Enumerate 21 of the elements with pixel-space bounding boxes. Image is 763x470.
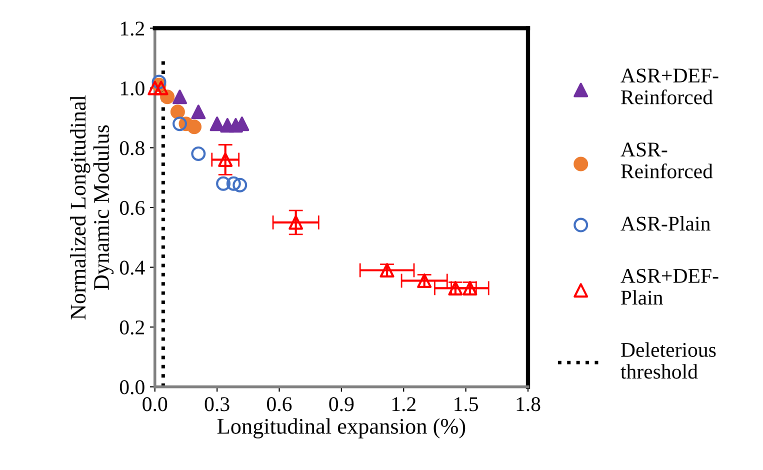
- legend-label: Deleterious threshold: [620, 342, 716, 379]
- legend-label: ASR- Reinforced: [620, 142, 713, 178]
- x-tick-label: 1.2: [392, 397, 416, 412]
- y-tick-label: 1.2: [120, 22, 144, 36]
- x-tick-label: 0.9: [329, 397, 354, 412]
- x-tick-label: 0.3: [204, 397, 230, 412]
- y-tick-label: 0.6: [120, 200, 145, 216]
- x-tick-label: 1.5: [454, 397, 478, 412]
- legend-label: ASR-Plain: [620, 216, 710, 231]
- x-tick-label: 0.6: [267, 397, 292, 412]
- x-tick-label: 0.0: [142, 397, 168, 412]
- y-tick-label: 0.4: [120, 260, 145, 275]
- x-tick-label: 1.8: [516, 397, 540, 412]
- y-tick-label: 1.0: [120, 81, 144, 96]
- legend-label: ASR+DEF- Reinforced: [620, 68, 718, 104]
- legend-label: ASR+DEF- Plain: [620, 268, 718, 305]
- x-axis-title: Longitudinal expansion (%): [217, 418, 466, 438]
- y-tick-label: 0.0: [120, 380, 144, 394]
- y-tick-label: 0.8: [120, 141, 144, 156]
- y-axis-title: Normalized Longitudinal Dynamic Modulus: [70, 95, 114, 320]
- y-tick-label: 0.2: [120, 320, 144, 335]
